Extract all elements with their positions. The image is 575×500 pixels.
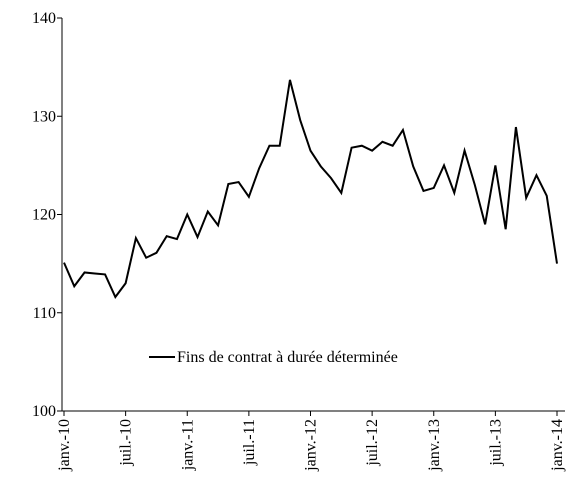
legend-label: Fins de contrat à durée déterminée <box>177 349 398 366</box>
x-tick-label: janv.-10 <box>56 419 73 472</box>
x-tick-label: juil.-12 <box>364 419 381 467</box>
x-tick-label: juil.-13 <box>487 419 504 467</box>
y-tick-label: 100 <box>32 403 56 420</box>
y-tick-label: 130 <box>32 108 56 125</box>
x-tick-label: janv.-14 <box>549 419 566 472</box>
legend-box <box>143 343 475 371</box>
y-tick-label: 120 <box>32 207 56 224</box>
x-tick-label: janv.-12 <box>303 419 320 472</box>
line <box>63 79 558 299</box>
y-tick-label: 140 <box>32 10 56 27</box>
x-tick-label: juil.-10 <box>118 419 135 467</box>
x-tick-label: janv.-11 <box>179 419 196 471</box>
x-tick-label: janv.-13 <box>426 419 443 472</box>
x-tick-label: juil.-11 <box>241 419 258 466</box>
y-tick-label: 110 <box>33 305 56 322</box>
